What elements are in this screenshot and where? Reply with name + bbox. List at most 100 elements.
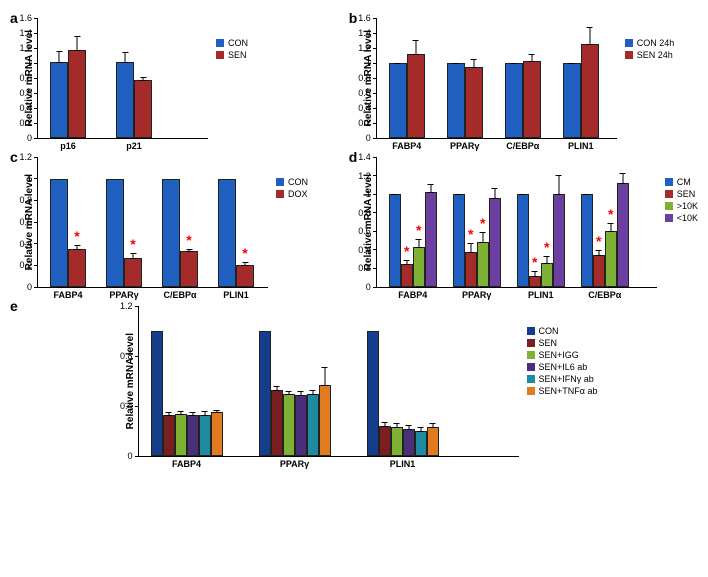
panel-d: dRelative mRNA level00.20.40.60.811.21.4… xyxy=(349,149,698,288)
significance-star: * xyxy=(242,250,247,257)
y-tick-label: 0.4 xyxy=(358,245,371,255)
legend-label: SEN xyxy=(228,50,247,60)
bar xyxy=(124,258,142,287)
legend-item: SEN 24h xyxy=(625,50,675,60)
legend-swatch xyxy=(665,202,673,210)
legend: CONSENSEN+IGGSEN+IL6 abSEN+IFNγ abSEN+TN… xyxy=(527,326,598,398)
legend-item: SEN+TNFα ab xyxy=(527,386,598,396)
plot-area: 00.20.40.60.811.21.41.6p16p21 xyxy=(37,18,208,139)
bar xyxy=(581,44,599,138)
error-bar xyxy=(430,184,431,193)
chart: Relative mRNA level00.20.40.60.811.21.41… xyxy=(24,18,329,139)
legend: CMSEN>10K<10K xyxy=(665,177,698,225)
y-tick-label: 0 xyxy=(27,282,32,292)
legend-swatch xyxy=(527,387,535,395)
bar xyxy=(50,62,68,139)
bar xyxy=(447,63,465,138)
y-tick-label: 0 xyxy=(366,133,371,143)
legend-label: SEN+IFNγ ab xyxy=(539,374,594,384)
legend-item: SEN+IFNγ ab xyxy=(527,374,598,384)
legend-label: CON xyxy=(228,38,248,48)
y-tick-label: 0 xyxy=(127,451,132,461)
error-bar xyxy=(394,194,395,195)
bar xyxy=(295,395,307,456)
error-bar xyxy=(324,367,325,386)
bar xyxy=(425,192,437,287)
bar xyxy=(379,426,391,456)
legend-swatch xyxy=(216,39,224,47)
y-tick-label: 0.8 xyxy=(120,351,133,361)
bar xyxy=(391,427,403,456)
error-bar xyxy=(458,194,459,195)
y-tick-label: 1 xyxy=(27,58,32,68)
plot-area: 00.20.40.60.811.21.4**FABP4**PPARγ**PLIN… xyxy=(376,157,657,288)
error-bar xyxy=(77,36,78,51)
error-bar xyxy=(482,232,483,243)
legend-swatch xyxy=(527,363,535,371)
y-tick-label: 0.8 xyxy=(19,73,32,83)
y-tick-label: 0.6 xyxy=(19,217,32,227)
bar xyxy=(465,67,483,138)
category-label: PLIN1 xyxy=(390,459,416,469)
significance-star: * xyxy=(416,227,421,234)
y-tick-label: 0 xyxy=(27,133,32,143)
panel-label: b xyxy=(349,10,358,26)
error-bar xyxy=(415,40,416,55)
legend-item: CON 24h xyxy=(625,38,675,48)
y-tick-label: 1.2 xyxy=(358,171,371,181)
legend-label: SEN 24h xyxy=(637,50,673,60)
error-bar xyxy=(473,59,474,68)
y-tick-label: 0.8 xyxy=(358,73,371,83)
bar xyxy=(134,80,152,139)
panel-a: a Relative mRNA level00.20.40.60.811.21.4… xyxy=(10,10,329,139)
bar xyxy=(453,194,465,287)
legend-label: CON 24h xyxy=(637,38,675,48)
legend-swatch xyxy=(527,351,535,359)
error-bar xyxy=(420,427,421,432)
error-bar xyxy=(571,63,572,64)
y-tick-label: 0.4 xyxy=(120,401,133,411)
bar xyxy=(593,255,605,287)
significance-star: * xyxy=(480,220,485,227)
error-bar xyxy=(534,271,535,277)
bar xyxy=(389,194,401,287)
bar xyxy=(465,252,477,287)
error-bar xyxy=(189,249,190,252)
y-tick-label: 0.6 xyxy=(358,88,371,98)
chart: Relative mRNA level00.20.40.60.811.21.41… xyxy=(363,18,698,139)
legend-swatch xyxy=(665,178,673,186)
error-bar xyxy=(546,256,547,263)
error-bar xyxy=(622,173,623,184)
panel-label: e xyxy=(10,298,18,314)
bar xyxy=(563,63,581,138)
panel-e: eRelative mRNA level00.40.81.2FABP4PPARγ… xyxy=(10,298,698,457)
bar xyxy=(50,179,68,287)
bar xyxy=(180,251,198,287)
error-bar xyxy=(406,260,407,265)
y-tick-label: 1.6 xyxy=(358,13,371,23)
bar xyxy=(175,414,187,457)
bar xyxy=(151,331,163,456)
panel-label: a xyxy=(10,10,18,26)
chart: Relative mRNA level00.20.40.60.811.21.4*… xyxy=(363,157,698,288)
legend-swatch xyxy=(527,327,535,335)
error-bar xyxy=(180,411,181,415)
bar xyxy=(477,242,489,287)
y-tick-label: 1 xyxy=(366,58,371,68)
plot-area: 00.20.40.60.811.2*FABP4*PPARγ*C/EBPα*PLI… xyxy=(37,157,268,288)
y-tick-label: 0.8 xyxy=(358,208,371,218)
panel-label: c xyxy=(10,149,18,165)
error-bar xyxy=(494,188,495,199)
bar xyxy=(68,50,86,139)
bar xyxy=(367,331,379,456)
bar xyxy=(187,415,199,456)
legend: CON 24h SEN 24h xyxy=(625,38,675,62)
y-tick-label: 1.4 xyxy=(19,28,32,38)
bar xyxy=(162,179,180,287)
error-bar xyxy=(586,194,587,195)
error-bar xyxy=(396,423,397,428)
legend-item: CM xyxy=(665,177,698,187)
legend-swatch xyxy=(527,375,535,383)
bar xyxy=(407,54,425,138)
y-tick-label: 0.4 xyxy=(358,103,371,113)
